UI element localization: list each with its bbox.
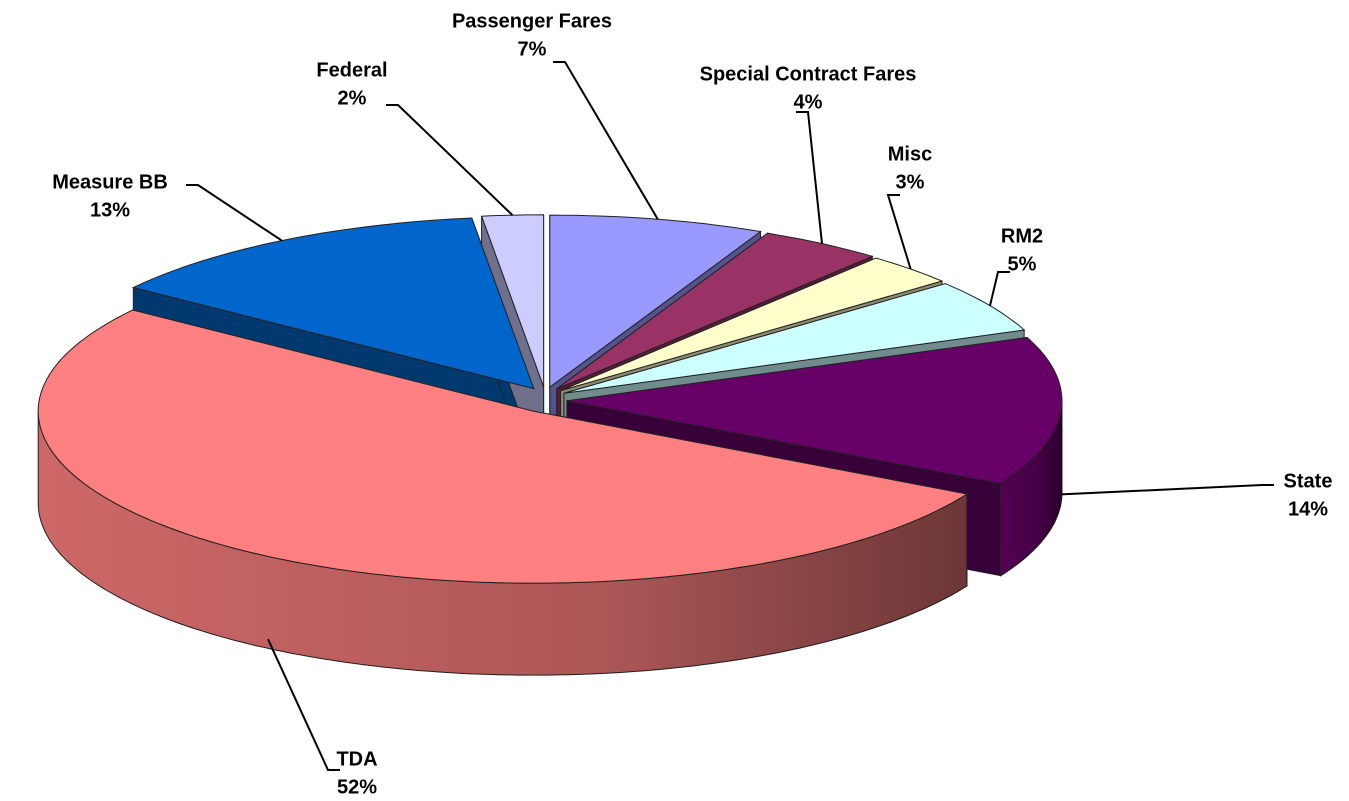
leader-line [186,184,283,242]
slice-label: Federal [316,59,387,81]
pie-tops [37,214,1063,584]
leader-line [989,271,1010,306]
slice-label: Measure BB [52,171,168,193]
slice-value-label: 2% [338,87,367,109]
slice-value-label: 4% [794,91,823,113]
slice-value-label: 52% [337,776,377,798]
slice-value-label: 5% [1008,253,1037,275]
slice-label: TDA [336,748,377,770]
leader-line [886,194,912,270]
leader-line [267,638,340,771]
slice-label: Passenger Fares [452,10,612,32]
slice [37,309,969,584]
slice-value-label: 14% [1288,498,1328,520]
slice [556,232,874,390]
labels: Passenger Fares 7% Special Contract Fares 4… [52,10,1332,798]
slice-value-label: 3% [896,171,925,193]
slice-wall-shade [1000,400,1062,576]
slice [131,217,535,390]
slice [480,214,545,387]
leader-line [386,104,514,216]
slice [566,336,1063,485]
slice-wall-shade [38,411,967,676]
slice-label: Special Contract Fares [700,63,917,85]
leader-line [553,61,659,220]
slice-value-label: 13% [90,199,130,221]
slice-label: Misc [888,143,932,165]
slice-value-label: 7% [518,38,547,60]
slice-label: RM2 [1001,225,1043,247]
leader-line [1060,484,1274,496]
leader-line [796,111,823,244]
slice-label: State [1284,470,1333,492]
